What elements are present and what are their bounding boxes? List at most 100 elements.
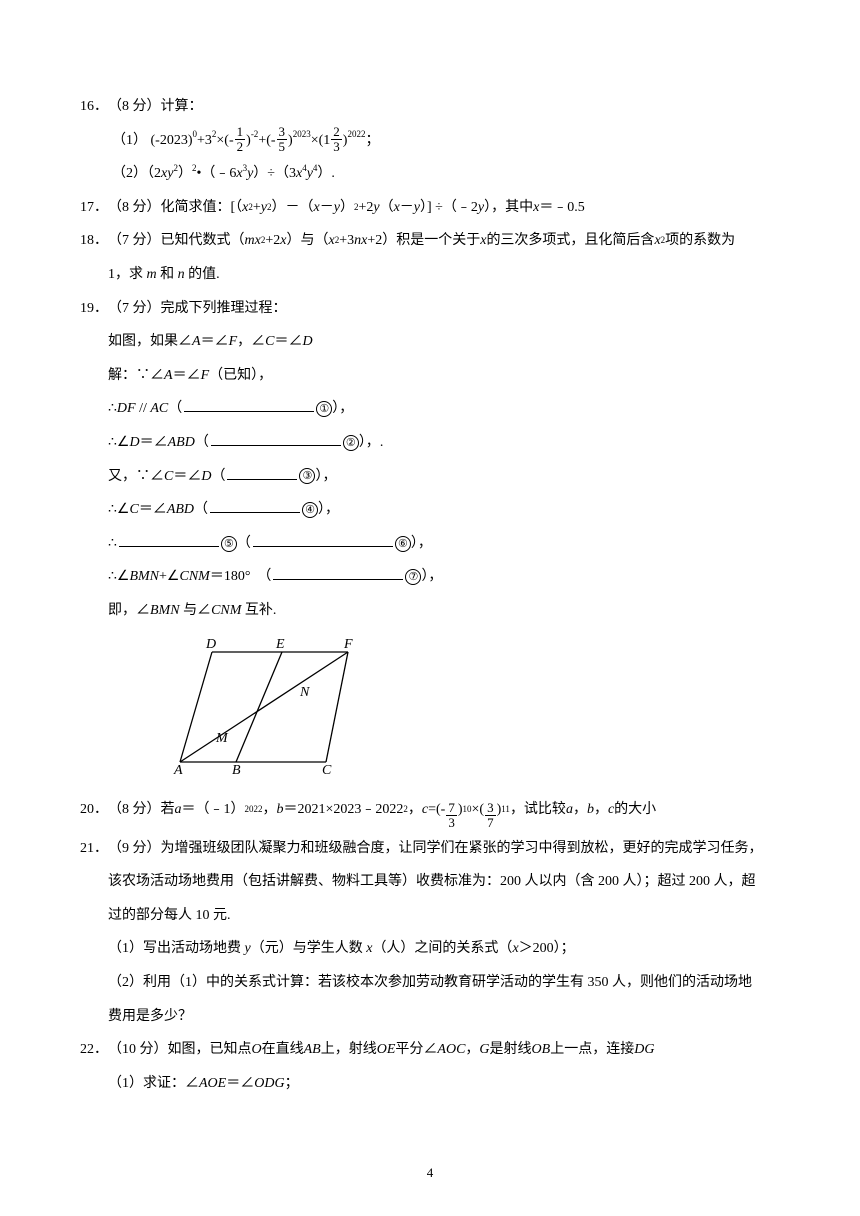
q17-o3: （ <box>380 191 394 225</box>
q16-frac2: 35 <box>277 125 288 155</box>
q17-s1: 2 <box>248 197 253 219</box>
blank-7[interactable] <box>273 566 403 580</box>
q19-D3: D <box>201 469 211 484</box>
q18-pts: （7 分） <box>108 224 161 258</box>
q21-p1d: ＞200）； <box>519 941 575 956</box>
q16-num: 16． <box>80 90 108 124</box>
q20-s10: ，试比较 <box>510 793 566 827</box>
q16-dot: •（﹣6 <box>196 166 236 181</box>
q20-s4: ＝2021×2023﹣2022 <box>284 793 404 827</box>
q22-p1b: ＝∠ <box>226 1076 254 1091</box>
q20-f2d: 7 <box>485 816 496 830</box>
q16-part1: （1） (-2023)0+32×(-12)-2+(-35)2023×(123)2… <box>80 124 780 158</box>
q22-G: G <box>479 1033 489 1067</box>
q22-p1: （1）求证：∠AOE＝∠ODG； <box>80 1067 780 1101</box>
q19-BMN: BMN <box>129 569 159 584</box>
q17-title: 化简求值： <box>161 191 231 225</box>
q17-c1: ）－（ <box>272 191 314 225</box>
q18-l2: 1，求 m 和 n 的值. <box>80 258 780 292</box>
q18-sup3: 2 <box>661 230 666 252</box>
fig-D: D <box>205 637 216 652</box>
q17-m: － <box>320 191 334 225</box>
q18-l2b: 和 <box>157 267 178 282</box>
q16-frac3-num: 2 <box>331 125 342 140</box>
q19-CNM: CNM <box>179 569 209 584</box>
blank-1[interactable] <box>184 398 314 412</box>
blank-4[interactable] <box>210 499 300 513</box>
q19-l2c: （已知）， <box>209 368 272 383</box>
q19-l5b: ＝∠ <box>173 469 201 484</box>
q22-p1l: （1） <box>108 1076 143 1091</box>
q20-a2: a <box>566 793 573 827</box>
blank-6[interactable] <box>253 533 393 547</box>
q20-s11: ， <box>573 793 587 827</box>
q16-header: 16． （8 分） 计算： <box>80 90 780 124</box>
q19-title: 完成下列推理过程： <box>161 292 287 326</box>
q16-frac3-den: 3 <box>331 140 342 154</box>
fig-N: N <box>299 685 310 700</box>
q19-l3b: // <box>136 401 151 416</box>
q18-s5: +2）积是一个关于 <box>367 224 480 258</box>
q18-s6: 的三次多项式，且化简后含 <box>486 224 654 258</box>
q22-a: 如图，已知点 <box>168 1033 252 1067</box>
q21-l1: 21． （9 分） 为增强班级团队凝聚力和班级融合度，让同学们在紧张的学习中得到… <box>80 832 780 866</box>
q21-pts: （9 分） <box>108 832 161 866</box>
q16-p2-c1: ） <box>178 166 192 181</box>
fig-A: A <box>173 763 183 774</box>
q18-n2: n <box>178 267 185 282</box>
q20-f2: 37 <box>485 801 496 831</box>
q18-sup2: 2 <box>335 230 340 252</box>
q19-cl7: ）， <box>421 569 442 584</box>
blank-5[interactable] <box>119 533 219 547</box>
q19-l7a: ∴ <box>108 536 117 551</box>
q18-l1: 18． （7 分） 已知代数式（mx2+2x）与（x2+3nx+2）积是一个关于… <box>80 224 780 258</box>
q19-D2: D <box>129 435 139 450</box>
q16-p1-label: （1） <box>112 133 147 148</box>
q19-l2a: 解：∵∠ <box>108 368 164 383</box>
q19-l5a: 又，∵∠ <box>108 469 164 484</box>
q19-l6c: （ <box>194 502 208 517</box>
q22-g: 上一点，连接 <box>550 1033 634 1067</box>
q19-l1a: 如图，如果∠ <box>108 334 192 349</box>
q21-p1b: （元）与学生人数 <box>251 941 367 956</box>
circle-4: ④ <box>302 502 318 518</box>
q16-y2: y <box>307 166 313 181</box>
q19-l4b: ＝∠ <box>140 435 168 450</box>
q16-frac2-num: 3 <box>277 125 288 140</box>
q22-AOC: AOC <box>437 1033 465 1067</box>
q20-f1d: 3 <box>446 816 457 830</box>
q20-s6: =(- <box>428 793 445 827</box>
q20-num: 20． <box>80 793 108 827</box>
q18-s7: 项的系数为 <box>665 224 735 258</box>
q16-p1-supd: 2023 <box>293 129 311 139</box>
q17-pts: （8 分） <box>108 191 161 225</box>
q22-e: ， <box>465 1033 479 1067</box>
q20-s3: ， <box>263 793 277 827</box>
q20-s13: 的大小 <box>614 793 656 827</box>
q19-DF: DF <box>117 401 136 416</box>
q20-sup11: 11 <box>501 799 510 821</box>
circle-1: ① <box>316 401 332 417</box>
q19-l5c: （ <box>211 469 225 484</box>
q21-p2l: （2） <box>108 975 143 990</box>
q16-seg3: ）÷（3 <box>253 166 296 181</box>
q19-l7: ∴⑤（⑥）， <box>80 527 780 561</box>
q19-cl2: ）， <box>359 435 380 450</box>
q20-s2: ＝（﹣1） <box>182 793 245 827</box>
q22-AB: AB <box>304 1033 321 1067</box>
q22-f: 是射线 <box>490 1033 532 1067</box>
q19-ABD2: ABD <box>167 502 194 517</box>
q18-s3: ）与（ <box>286 224 328 258</box>
q19-l2b: ＝∠ <box>173 368 201 383</box>
q16-frac1-num: 1 <box>235 125 246 140</box>
q22-c: 上，射线 <box>321 1033 377 1067</box>
q20-pts: （8 分） <box>108 793 161 827</box>
q19-pts: （7 分） <box>108 292 161 326</box>
q17-tb: ＝﹣0.5 <box>539 191 585 225</box>
q20-b: b <box>277 793 284 827</box>
q19-l2: 解：∵∠A＝∠F（已知）， <box>80 359 780 393</box>
q19-l1d: ＝∠ <box>274 334 302 349</box>
blank-2[interactable] <box>211 432 341 446</box>
q17-2y: +2 <box>358 191 373 225</box>
blank-3[interactable] <box>227 466 297 480</box>
